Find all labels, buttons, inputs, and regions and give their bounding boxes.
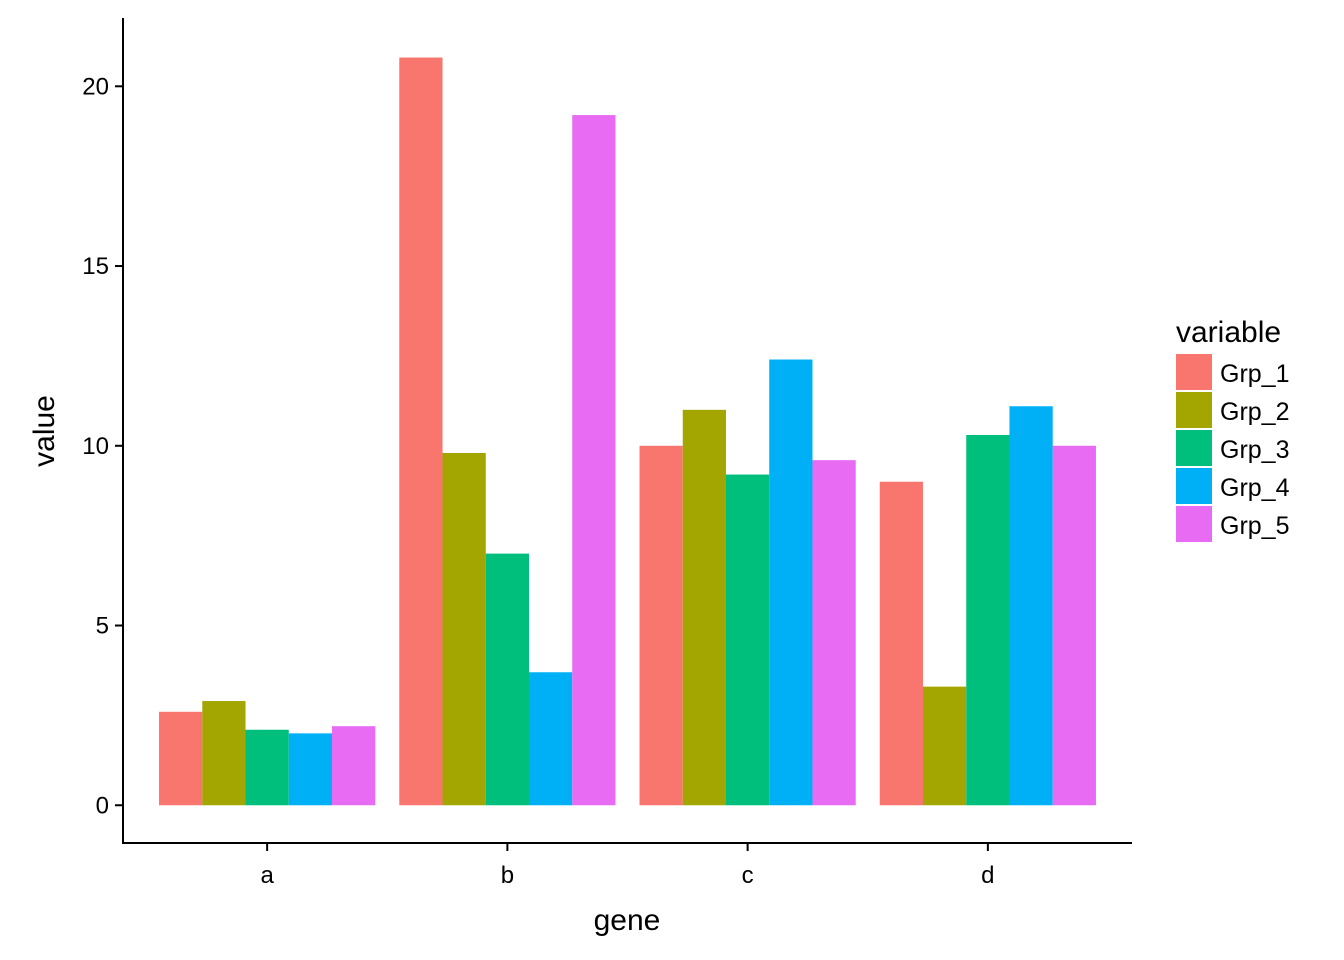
legend-label-grp-4: Grp_4 (1220, 474, 1290, 502)
bar-d-grp-5 (1052, 445, 1096, 806)
bar-b-grp-1 (399, 57, 443, 806)
bar-a-grp-2 (202, 701, 246, 806)
bar-c-grp-1 (639, 445, 683, 806)
bar-d-grp-3 (966, 434, 1010, 806)
bar-a-grp-3 (245, 729, 289, 806)
x-ticks: a b c d (260, 843, 995, 889)
bar-a-grp-5 (332, 726, 376, 806)
legend-label-grp-5: Grp_5 (1220, 512, 1289, 540)
bar-a-grp-1 (159, 711, 203, 806)
bar-b-grp-3 (485, 553, 529, 806)
x-axis-title: gene (594, 904, 661, 937)
bar-a-grp-4 (288, 733, 332, 806)
x-tick-label-b: b (501, 862, 514, 889)
legend-key-grp-1 (1176, 354, 1212, 390)
legend-key-grp-5 (1176, 506, 1212, 542)
legend-label-grp-1: Grp_1 (1220, 360, 1289, 388)
y-tick-label: 10 (82, 433, 109, 460)
legend-label-grp-2: Grp_2 (1220, 398, 1289, 426)
bars-layer (159, 57, 1096, 806)
legend-key-grp-3 (1176, 430, 1212, 466)
bar-d-grp-4 (1009, 406, 1053, 806)
bar-b-grp-4 (529, 672, 573, 806)
y-axis-title: value (28, 395, 61, 467)
bar-d-grp-2 (922, 686, 967, 806)
bar-b-grp-5 (572, 115, 616, 806)
x-tick-label-d: d (981, 862, 994, 889)
bar-c-grp-3 (726, 474, 770, 806)
legend: variable Grp_1 Grp_2 Grp_3 Grp_4 Grp_5 (1176, 316, 1290, 542)
legend-label-grp-3: Grp_3 (1220, 436, 1289, 464)
y-tick-label: 5 (96, 613, 109, 640)
y-tick-label: 0 (96, 792, 109, 819)
x-tick-label-a: a (260, 862, 274, 889)
y-tick-label: 20 (82, 73, 109, 100)
bar-c-grp-5 (812, 460, 856, 806)
bar-b-grp-2 (442, 452, 486, 806)
x-tick-label-c: c (742, 862, 754, 889)
bar-c-grp-2 (682, 409, 726, 806)
y-ticks: 0 5 10 15 20 (82, 73, 123, 819)
legend-key-grp-4 (1176, 468, 1212, 504)
bar-d-grp-1 (879, 481, 923, 806)
y-tick-label: 15 (82, 253, 109, 280)
legend-key-grp-2 (1176, 392, 1212, 428)
legend-title: variable (1176, 316, 1281, 349)
bar-c-grp-4 (769, 359, 813, 806)
axes-layer (122, 18, 1132, 844)
